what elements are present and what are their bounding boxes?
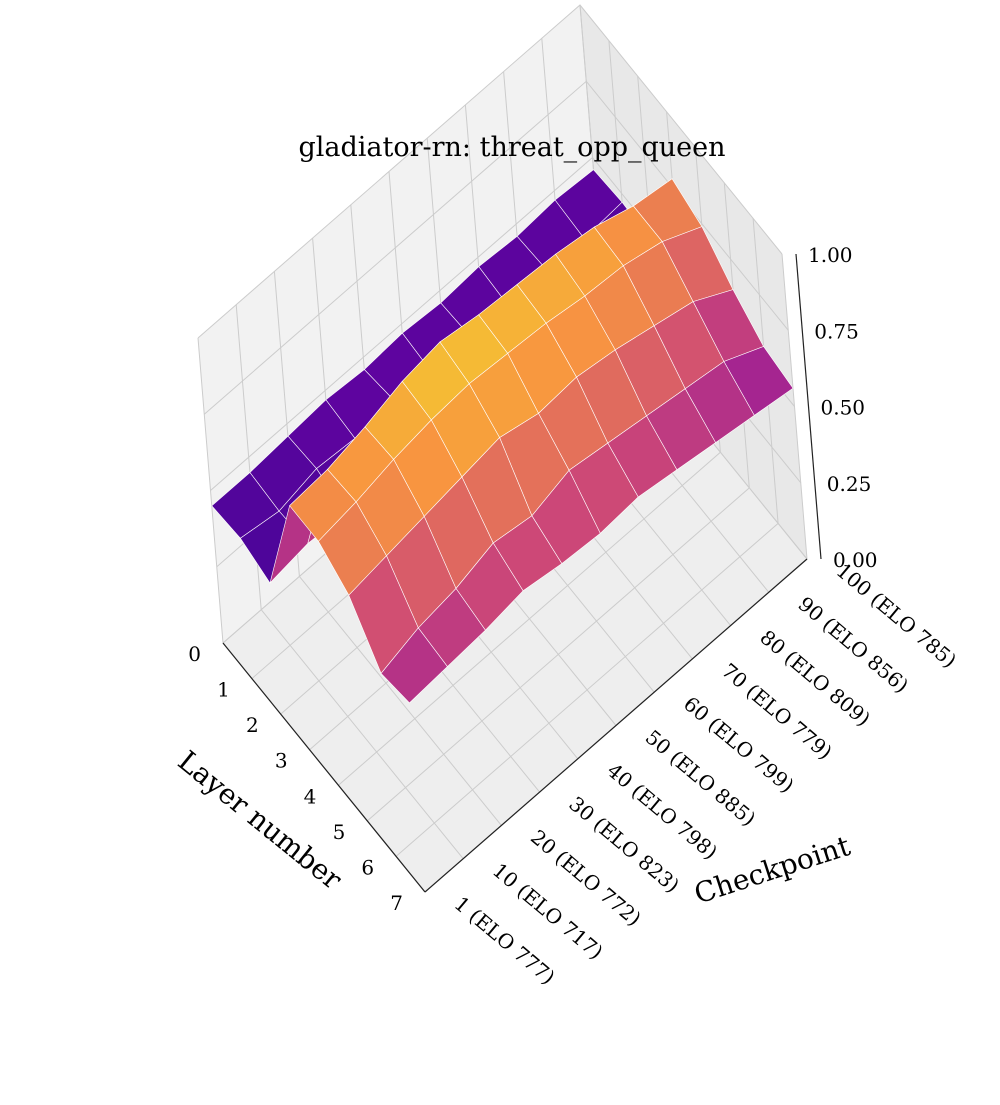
z-tick-label: 0.50 [821,396,866,420]
y-tick-label: 5 [333,820,346,844]
y-axis-line [222,642,426,893]
y-tick-label: 6 [361,855,374,879]
y-tick-label: 0 [188,642,201,666]
chart-title: gladiator-rn: threat_opp_queen [298,132,726,163]
z-axis-line [795,253,822,560]
y-axis-title: Layer number [172,744,349,896]
y-tick-label: 7 [390,891,403,915]
z-tick-label: 0.00 [833,548,878,572]
axis-lines [222,253,822,893]
z-tick-label: 0.75 [814,319,859,343]
y-tick-label: 2 [246,713,259,737]
surface-patch [380,627,448,704]
grid-line-z [197,4,783,339]
grid-line-z [203,80,789,415]
y-tick-label: 4 [304,784,317,808]
y-tick-label: 1 [217,678,230,702]
z-tick-label: 1.00 [808,243,853,267]
x-axis-line [424,558,808,893]
y-tick-label: 3 [275,749,288,773]
surface-mesh [211,169,794,704]
z-tick-label: 0.25 [827,472,872,496]
